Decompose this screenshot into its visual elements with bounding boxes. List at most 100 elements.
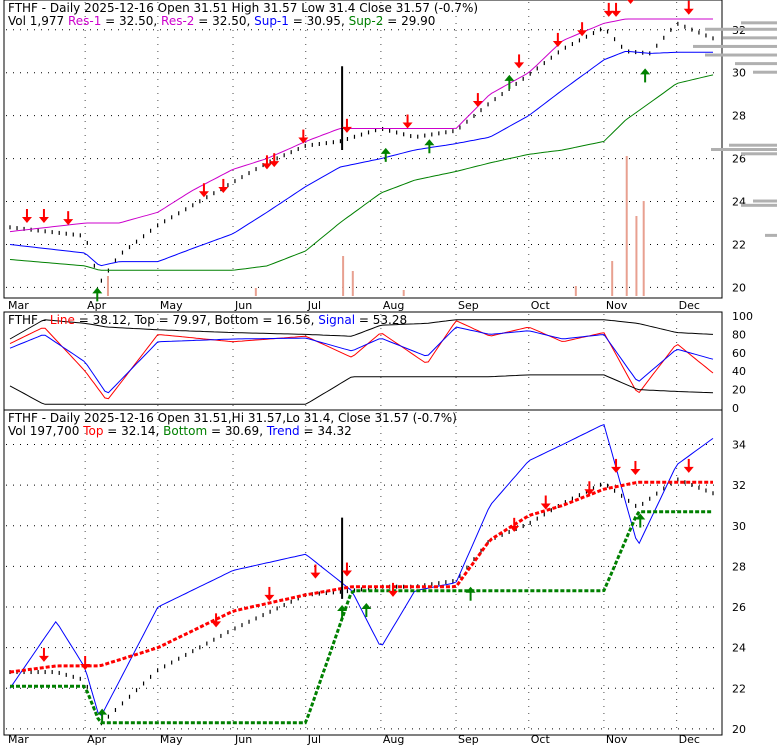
panel1-header-line2-part-7: Sup-2 bbox=[349, 14, 384, 28]
sell-arrow bbox=[211, 621, 222, 628]
panel3-header-line2-part-6: = 34.32 bbox=[300, 424, 352, 438]
panel3-x-tick-label: Aug bbox=[383, 733, 404, 745]
sell-arrow bbox=[509, 525, 520, 532]
volume-profile-bar bbox=[705, 27, 777, 31]
p3-frame bbox=[3, 409, 723, 736]
volume-profile-bar bbox=[753, 70, 777, 74]
panel2-header-part-3: Top bbox=[134, 313, 155, 327]
buy-arrow bbox=[504, 74, 515, 81]
panel1-header-line2-part-8: = 29.90 bbox=[383, 14, 435, 28]
sell-arrow bbox=[21, 217, 32, 223]
volume-bar bbox=[635, 216, 638, 296]
oscillator-line-bottom bbox=[9, 374, 714, 405]
volume-profile-bar bbox=[741, 203, 777, 207]
panel1-header-line2: Vol 1,977 Res-1 = 32.50, Res-2 = 32.50, … bbox=[8, 14, 435, 28]
sell-arrow bbox=[611, 466, 622, 473]
panel1-header-line2-part-6: = 30.95, bbox=[289, 14, 349, 28]
sell-arrow bbox=[298, 137, 309, 144]
volume-bar bbox=[254, 288, 257, 296]
p2-y-tick-label: 100 bbox=[732, 310, 753, 323]
panel3-header-line1-part-0: FTHF - Daily 2025-12-16 Open 31.51,Hi 31… bbox=[8, 411, 457, 425]
panel1-x-tick-label: Jul bbox=[307, 299, 321, 312]
buy-arrow bbox=[424, 139, 435, 146]
p3-y-tick-label: 30 bbox=[732, 520, 746, 533]
sell-arrow bbox=[264, 594, 275, 601]
panel1-x-tick-label: Sep bbox=[458, 299, 479, 312]
sell-arrow bbox=[341, 570, 352, 577]
panel2-header-part-6: = 16.56, bbox=[259, 313, 319, 327]
p2-y-tick-label: 20 bbox=[732, 384, 746, 397]
sell-arrow bbox=[683, 466, 694, 473]
sell-arrow bbox=[80, 664, 91, 671]
sell-arrow bbox=[218, 186, 229, 193]
panel2-header: FTHF - Line = 38.12, Top = 79.97, Bottom… bbox=[8, 313, 407, 327]
volume-profile-bar bbox=[741, 21, 777, 25]
sell-arrow bbox=[540, 503, 551, 510]
buy-arrow bbox=[337, 604, 348, 611]
sell-arrow bbox=[402, 122, 413, 129]
buy-arrow bbox=[640, 68, 651, 75]
panel3-header-line2: Vol 197,700 Top = 32.14, Bottom = 30.69,… bbox=[8, 424, 352, 438]
oscillator-line-line bbox=[9, 320, 714, 400]
panel1-x-tick-label: Nov bbox=[606, 299, 628, 312]
panel2-header-part-0: FTHF - bbox=[8, 313, 50, 327]
panel3-x-tick-label: Sep bbox=[458, 733, 479, 745]
panel3-header-line1: FTHF - Daily 2025-12-16 Open 31.51,Hi 31… bbox=[8, 411, 457, 425]
panel1-x-tick-label: Jun bbox=[234, 299, 252, 312]
p3-y-tick-label: 24 bbox=[732, 642, 746, 655]
p2-y-tick-label: 0 bbox=[732, 402, 739, 415]
buy-arrow bbox=[635, 513, 646, 520]
volume-profile-bar bbox=[729, 143, 777, 147]
p1-y-tick-label: 28 bbox=[732, 110, 746, 123]
panel3-x-tick-label: May bbox=[160, 733, 183, 745]
p3-y-tick-label: 28 bbox=[732, 560, 746, 573]
panel3-x-tick-label: Apr bbox=[87, 733, 107, 745]
panel1-x-tick-label: Dec bbox=[679, 299, 700, 312]
p1-y-tick-label: 30 bbox=[732, 67, 746, 80]
panel1-x-tick-label: Mar bbox=[8, 299, 29, 312]
panel3-x-tick-label: Jul bbox=[307, 733, 321, 745]
series-line-sup-2 bbox=[9, 74, 714, 271]
p3-y-tick-label: 32 bbox=[732, 479, 746, 492]
oscillator-line-top bbox=[9, 319, 714, 340]
p3-y-tick-label: 20 bbox=[732, 723, 746, 736]
oscillator-line-signal bbox=[9, 326, 714, 394]
panel3-header-line2-part-5: Trend bbox=[266, 424, 300, 438]
panel3-x-tick-label: Jun bbox=[234, 733, 252, 745]
panel1-header-line1: FTHF - Daily 2025-12-16 Open 31.51 High … bbox=[8, 1, 478, 15]
panel3-x-tick-label: Oct bbox=[531, 733, 551, 745]
buy-arrow bbox=[361, 602, 372, 609]
buy-arrow bbox=[97, 708, 108, 715]
panel2-header-part-5: Bottom bbox=[215, 313, 259, 327]
sell-arrow bbox=[630, 468, 641, 475]
trend-line bbox=[9, 423, 714, 717]
panel1-header-line2-part-3: Res-2 bbox=[161, 14, 194, 28]
sell-arrow bbox=[627, 0, 634, 4]
volume-bar bbox=[402, 290, 405, 296]
panel3-header-line2-part-2: = 32.14, bbox=[103, 424, 163, 438]
sell-arrow bbox=[198, 191, 209, 198]
p3-y-tick-label: 22 bbox=[732, 682, 746, 695]
panel2-header-part-1: Line bbox=[50, 313, 75, 327]
sell-arrow bbox=[603, 10, 614, 17]
sell-arrow bbox=[63, 219, 74, 226]
sell-arrow bbox=[577, 30, 588, 37]
sell-arrow bbox=[341, 126, 352, 133]
sell-arrow bbox=[269, 161, 280, 168]
buy-arrow bbox=[92, 287, 103, 294]
panel2-header-part-8: = 53.28 bbox=[355, 313, 407, 327]
volume-bar bbox=[625, 156, 628, 296]
panel2-header-part-7: Signal bbox=[318, 313, 355, 327]
panel1-x-tick-label: Apr bbox=[87, 299, 107, 312]
volume-profile-bar bbox=[735, 62, 777, 66]
panel3-x-tick-label: Dec bbox=[679, 733, 700, 745]
sell-arrow bbox=[472, 101, 483, 108]
level-line-top bbox=[9, 480, 713, 674]
p2-y-tick-label: 60 bbox=[732, 347, 746, 360]
sell-arrow bbox=[514, 62, 525, 69]
panel1-x-tick-label: Oct bbox=[531, 299, 551, 312]
panel1-header-line2-part-4: = 32.50, bbox=[194, 14, 254, 28]
volume-profile-bar bbox=[705, 53, 777, 57]
